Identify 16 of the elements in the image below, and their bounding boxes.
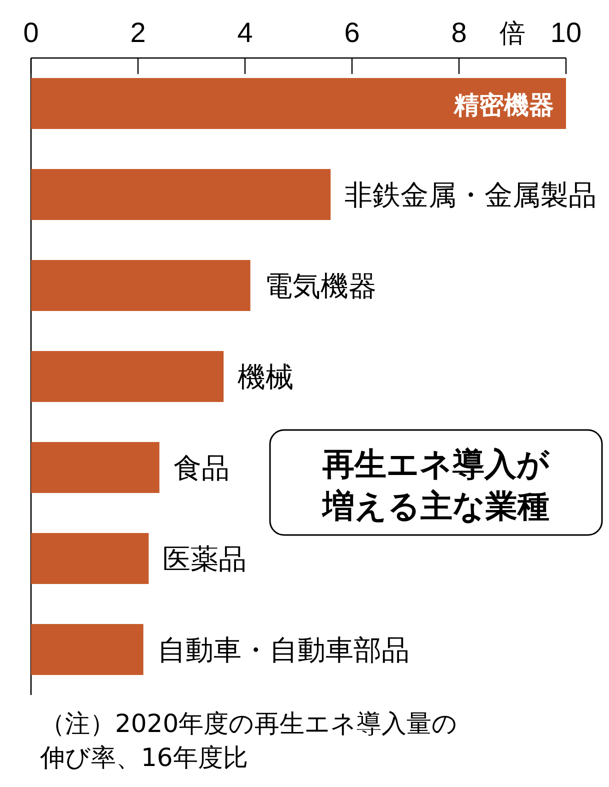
text: 再生エネ導入が増える主な業種 [322,445,550,525]
y-tick-label: 精密機器 [453,90,554,120]
x-tick-label: 6 [344,17,360,48]
x-tick-label: 10 [550,17,582,48]
x-tick-label: 0 [23,17,39,48]
x-tick-label: 4 [237,17,253,48]
y-tick-label: 非鉄金属・金属製品 [344,178,597,212]
y-tick-label: 自動車・自動車部品 [157,634,410,666]
x-tick-label: 2 [130,17,146,48]
y-tick-label: 機械 [238,360,294,394]
x-tick-label: 8 [451,17,467,48]
y-tick-label: 医薬品 [162,542,247,576]
y-tick-label: 電気機器 [264,270,376,302]
x-axis-title: 倍 [500,19,526,49]
text: （注）2020年度の再生エネ導入量の伸び率、16年度比 [39,709,458,772]
y-tick-label: 食品 [173,452,230,484]
